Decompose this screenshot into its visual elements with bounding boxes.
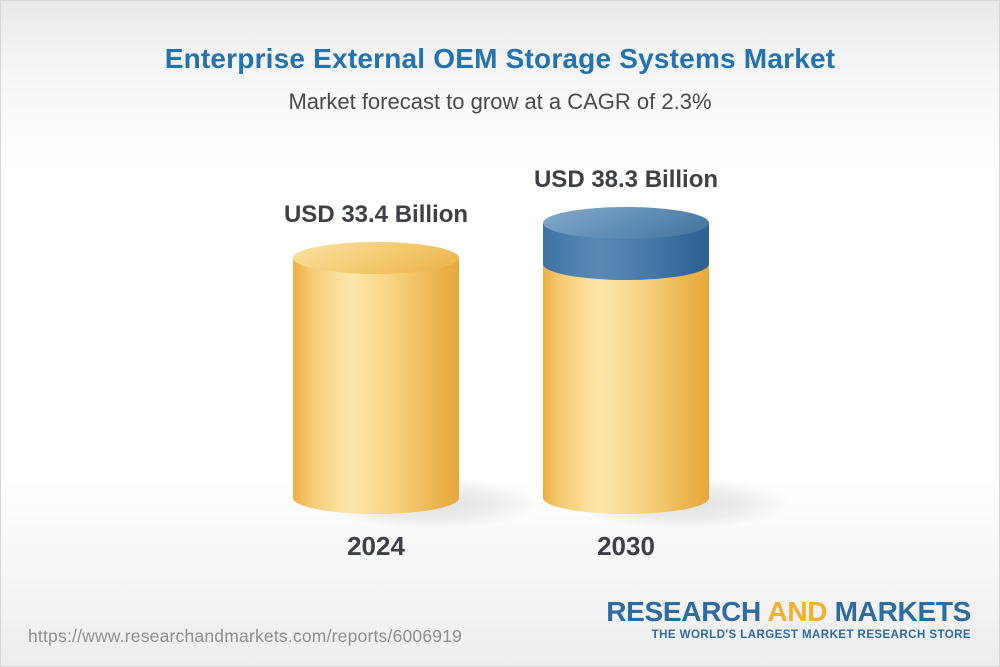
logo-wordmark: RESEARCH AND MARKETS bbox=[606, 596, 971, 628]
axis-label-2030: 2030 bbox=[597, 531, 655, 561]
logo-word-markets: MARKETS bbox=[834, 596, 972, 627]
yellow-cylinder-body-icon bbox=[293, 258, 459, 514]
yellow-cylinder-top-icon bbox=[293, 242, 459, 274]
report-url: https://www.researchandmarkets.com/repor… bbox=[28, 626, 463, 646]
bar-2030: USD 38.3 Billion 2030 bbox=[534, 1, 787, 581]
blue-cap-top-icon bbox=[543, 207, 709, 239]
research-and-markets-logo: RESEARCH AND MARKETS THE WORLD'S LARGEST… bbox=[606, 596, 971, 641]
bar-2024: USD 33.4 Billion 2024 bbox=[284, 1, 537, 581]
cylinder-bar-chart: USD 33.4 Billion 2024 USD 38.3 Billion 2… bbox=[1, 1, 999, 601]
axis-label-2024: 2024 bbox=[347, 531, 405, 561]
page-subtitle: Market forecast to grow at a CAGR of 2.3… bbox=[288, 89, 712, 114]
logo-word-research: RESEARCH bbox=[606, 596, 761, 627]
value-label-2030: USD 38.3 Billion bbox=[533, 166, 719, 193]
value-label-2024: USD 33.4 Billion bbox=[283, 201, 469, 228]
logo-word-and: AND bbox=[767, 596, 828, 627]
yellow-cylinder-body-icon bbox=[543, 264, 709, 514]
logo-tagline: THE WORLD'S LARGEST MARKET RESEARCH STOR… bbox=[651, 629, 971, 642]
page-title: Enterprise External OEM Storage Systems … bbox=[164, 43, 836, 74]
